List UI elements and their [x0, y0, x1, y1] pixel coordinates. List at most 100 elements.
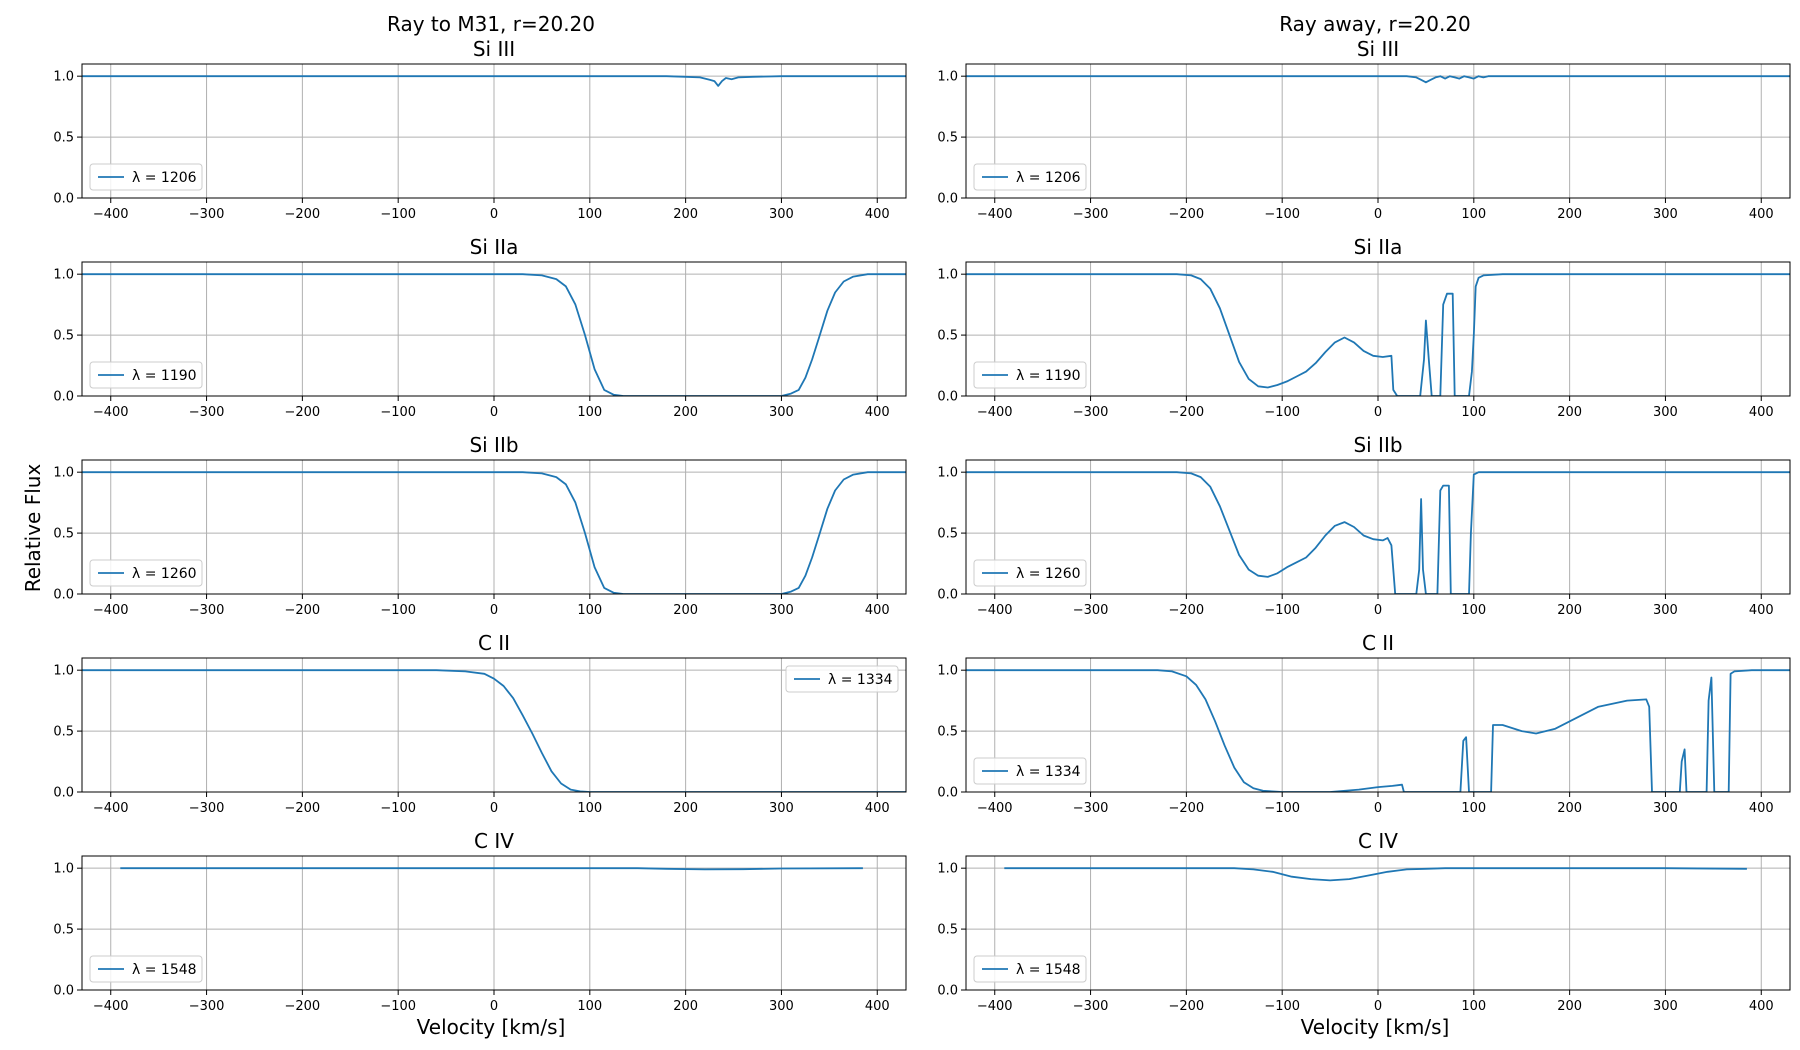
panel-8-legend-label: λ = 1334: [1016, 764, 1081, 780]
panel-2-xtick-label: 400: [865, 603, 890, 618]
panel-8-xtick-label: 0: [1374, 801, 1382, 816]
panel-5-xtick-label: 0: [1374, 207, 1382, 222]
panel-1: Si IIa −400 −300 −200 −100 0 100 200 300 400 0.0 0.…: [53, 235, 907, 420]
panel-1-xtick-label: −400: [93, 405, 129, 420]
panel-0-xtick-label: 400: [865, 207, 890, 222]
panel-9-ytick-label: 1.0: [937, 862, 958, 877]
panel-3-xtick-label: 0: [490, 801, 498, 816]
panel-7-legend-box: [973, 559, 1087, 587]
panel-5-xtick-label: −100: [1264, 207, 1300, 222]
panel-2-xtick-label: −200: [285, 603, 321, 618]
panel-0-xtick-label: 300: [769, 207, 794, 222]
panel-2-legend-box: [89, 559, 203, 587]
panel-2-ytick-label: 0.5: [53, 527, 74, 542]
panel-1-xtick-label: −300: [189, 405, 225, 420]
panel-1-xtick-label: −200: [285, 405, 321, 420]
panel-2-series-line: [82, 471, 906, 594]
panel-9-xtick-label: −200: [1169, 999, 1205, 1014]
panel-6-legend-box: [973, 361, 1087, 389]
panel-0-xtick-label: −200: [285, 207, 321, 222]
panel-3-xtick-label: 400: [865, 801, 890, 816]
panel-8-xtick-label: −200: [1169, 801, 1205, 816]
panel-4-ytick-label: 0.5: [53, 923, 74, 938]
panel-1-xtick-label: 200: [673, 405, 698, 420]
panel-9-xtick-label: −400: [977, 999, 1013, 1014]
panel-0-ytick-label: 0.0: [53, 192, 74, 207]
panel-0-legend-label: λ = 1206: [132, 170, 197, 186]
panel-3-ytick-label: 1.0: [53, 664, 74, 679]
panel-7-xtick-label: 300: [1653, 603, 1678, 618]
panel-4-series-line: [120, 867, 863, 871]
panel-2-xtick-label: 200: [673, 603, 698, 618]
x-axis-label-left: Velocity [km/s]: [417, 1015, 566, 1039]
panel-3-xtick-label: 300: [769, 801, 794, 816]
panel-7: Si IIb −400 −300 −200 −100 0 100 200 300 400 0.0 0.…: [937, 433, 1791, 618]
panel-1-ytick-label: 1.0: [53, 268, 74, 283]
panel-8-ytick-label: 0.0: [937, 786, 958, 801]
panel-8-series-line: [966, 669, 1790, 792]
panel-6-ytick-label: 1.0: [937, 268, 958, 283]
panel-8-ytick-label: 1.0: [937, 664, 958, 679]
panel-9-legend-box: [973, 955, 1087, 983]
panel-7-xtick-label: 100: [1461, 603, 1486, 618]
panel-6-xtick-label: 300: [1653, 405, 1678, 420]
panel-7-xtick-label: −300: [1073, 603, 1109, 618]
panel-9-xtick-label: 200: [1557, 999, 1582, 1014]
panel-3-xtick-label: −200: [285, 801, 321, 816]
panel-3-legend-box: [785, 665, 899, 693]
panel-2-xtick-label: −100: [380, 603, 416, 618]
panel-9-xtick-label: −100: [1264, 999, 1300, 1014]
panel-1-series-line: [82, 273, 906, 396]
panel-7-xtick-label: 400: [1749, 603, 1774, 618]
panel-6-xtick-label: −200: [1169, 405, 1205, 420]
panel-7-series-line: [966, 471, 1790, 594]
panel-7-xtick-label: −200: [1169, 603, 1205, 618]
panel-5-title: Si III: [1357, 37, 1399, 61]
panel-3-xtick-label: −100: [380, 801, 416, 816]
panel-9: C IV −400 −300 −200 −100 0 100 200 300 400 0.0 0.5 1…: [937, 829, 1791, 1014]
panel-6-xtick-label: 400: [1749, 405, 1774, 420]
panel-4-xtick-label: −400: [93, 999, 129, 1014]
panel-0-xtick-label: −400: [93, 207, 129, 222]
panel-1-ytick-label: 0.0: [53, 390, 74, 405]
panel-6-legend-label: λ = 1190: [1016, 368, 1081, 384]
panel-0-ytick-label: 1.0: [53, 70, 74, 85]
panel-0-series-line: [82, 75, 906, 87]
panel-2-xtick-label: 100: [577, 603, 602, 618]
panel-7-xtick-label: −400: [977, 603, 1013, 618]
panel-1-xtick-label: 300: [769, 405, 794, 420]
panel-1-legend-box: [89, 361, 203, 389]
panel-4-xtick-label: 0: [490, 999, 498, 1014]
panel-4-legend-box: [89, 955, 203, 983]
panel-3-ytick-label: 0.0: [53, 786, 74, 801]
panel-5-legend: λ = 1206: [973, 163, 1087, 191]
panel-7-xtick-label: 0: [1374, 603, 1382, 618]
panel-3-series-line: [82, 669, 906, 792]
panel-8-ytick-label: 0.5: [937, 725, 958, 740]
panel-4-xtick-label: 300: [769, 999, 794, 1014]
panel-5-xtick-label: 300: [1653, 207, 1678, 222]
panel-1-xtick-label: 100: [577, 405, 602, 420]
panel-3: C II −400 −300 −200 −100 0 100 200 300 400 0.0 0.5 1…: [53, 631, 907, 816]
panel-6-xtick-label: 0: [1374, 405, 1382, 420]
panel-4-ytick-label: 0.0: [53, 984, 74, 999]
panel-4-xtick-label: −200: [285, 999, 321, 1014]
panel-5-xtick-label: −400: [977, 207, 1013, 222]
panel-6-xtick-label: 100: [1461, 405, 1486, 420]
panel-8-xtick-label: −300: [1073, 801, 1109, 816]
panel-6-legend: λ = 1190: [973, 361, 1087, 389]
panel-4-legend-label: λ = 1548: [132, 962, 197, 978]
panel-4-xtick-label: 100: [577, 999, 602, 1014]
panel-0: Si III −400 −300 −200 −100 0 100 200 300 400 0.0 0.…: [53, 37, 907, 222]
panel-6-xtick-label: −300: [1073, 405, 1109, 420]
y-axis-label: Relative Flux: [21, 464, 45, 593]
panel-3-xtick-label: 100: [577, 801, 602, 816]
panel-9-title: C IV: [1358, 829, 1398, 853]
panel-4-xtick-label: 400: [865, 999, 890, 1014]
panel-5-xtick-label: 400: [1749, 207, 1774, 222]
panel-8-xtick-label: 100: [1461, 801, 1486, 816]
panel-5-xtick-label: 200: [1557, 207, 1582, 222]
panel-6-xtick-label: 200: [1557, 405, 1582, 420]
panel-8-legend-box: [973, 757, 1087, 785]
panel-4-xtick-label: −100: [380, 999, 416, 1014]
